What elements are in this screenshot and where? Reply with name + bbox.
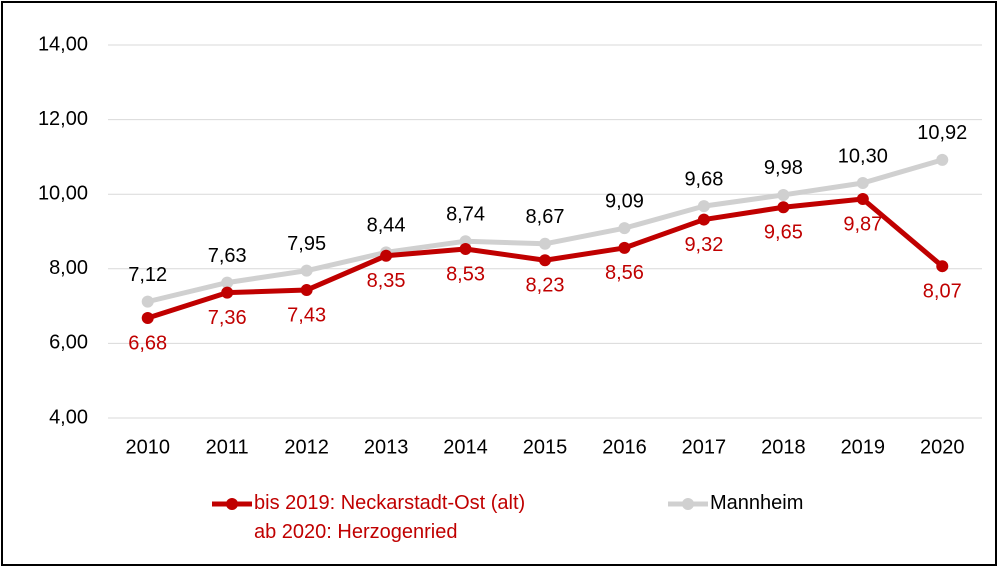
x-tick-label: 2010	[125, 436, 170, 458]
data-label: 6,68	[128, 332, 167, 354]
marker	[141, 312, 154, 325]
legend-label: Mannheim	[710, 492, 804, 514]
y-tick-label: 8,00	[49, 257, 88, 279]
data-label: 7,43	[287, 304, 326, 326]
x-tick-label: 2015	[523, 436, 568, 458]
marker	[459, 243, 472, 256]
marker	[618, 222, 631, 235]
y-tick-label: 14,00	[38, 33, 88, 55]
y-tick-label: 12,00	[38, 108, 88, 130]
data-label: 8,56	[605, 262, 644, 284]
x-tick-label: 2018	[761, 436, 806, 458]
marker	[539, 254, 551, 267]
marker	[221, 276, 234, 289]
data-label: 8,53	[446, 263, 485, 285]
y-tick-label: 6,00	[49, 332, 88, 354]
marker	[618, 241, 631, 254]
data-label: 8,35	[367, 270, 406, 292]
marker	[141, 295, 154, 308]
legend-marker	[682, 498, 694, 510]
marker	[300, 264, 313, 277]
marker	[936, 153, 949, 166]
data-label: 9,87	[843, 213, 882, 235]
marker	[777, 188, 790, 201]
marker	[856, 177, 869, 190]
x-tick-label: 2011	[206, 436, 249, 458]
data-label: 9,65	[764, 222, 803, 244]
data-label: 7,12	[128, 264, 167, 286]
data-label: 10,30	[838, 145, 888, 167]
x-tick-label: 2014	[443, 436, 488, 458]
marker	[856, 193, 869, 206]
x-tick-label: 2012	[284, 436, 329, 458]
data-label: 8,07	[923, 280, 962, 302]
marker	[777, 201, 790, 214]
legend-label: bis 2019: Neckarstadt-Ost (alt) ab 2020:…	[254, 492, 526, 543]
x-tick-label: 2016	[602, 436, 647, 458]
marker	[697, 213, 710, 226]
marker	[539, 237, 551, 250]
x-tick-label: 2013	[364, 436, 409, 458]
x-tick-label: 2019	[841, 436, 886, 458]
x-tick-label: 2017	[682, 436, 727, 458]
x-tick-label: 2020	[920, 436, 965, 458]
marker	[221, 286, 234, 299]
data-label: 9,98	[764, 157, 803, 179]
marker	[300, 284, 313, 297]
data-label: 8,23	[526, 275, 565, 297]
data-label: 7,36	[208, 307, 247, 329]
marker	[936, 260, 949, 273]
data-label: 8,44	[367, 215, 406, 237]
marker	[697, 200, 710, 213]
data-label: 9,32	[684, 234, 723, 256]
legend-marker	[226, 498, 238, 510]
data-label: 8,74	[446, 203, 485, 225]
data-label: 7,63	[208, 245, 247, 267]
y-tick-label: 4,00	[49, 406, 88, 428]
y-tick-label: 10,00	[38, 182, 88, 204]
data-label: 7,95	[287, 233, 326, 255]
data-label: 10,92	[917, 122, 967, 144]
data-label: 9,68	[684, 168, 723, 190]
data-label: 8,67	[526, 206, 565, 228]
data-label: 9,09	[605, 190, 644, 212]
marker	[380, 249, 393, 262]
